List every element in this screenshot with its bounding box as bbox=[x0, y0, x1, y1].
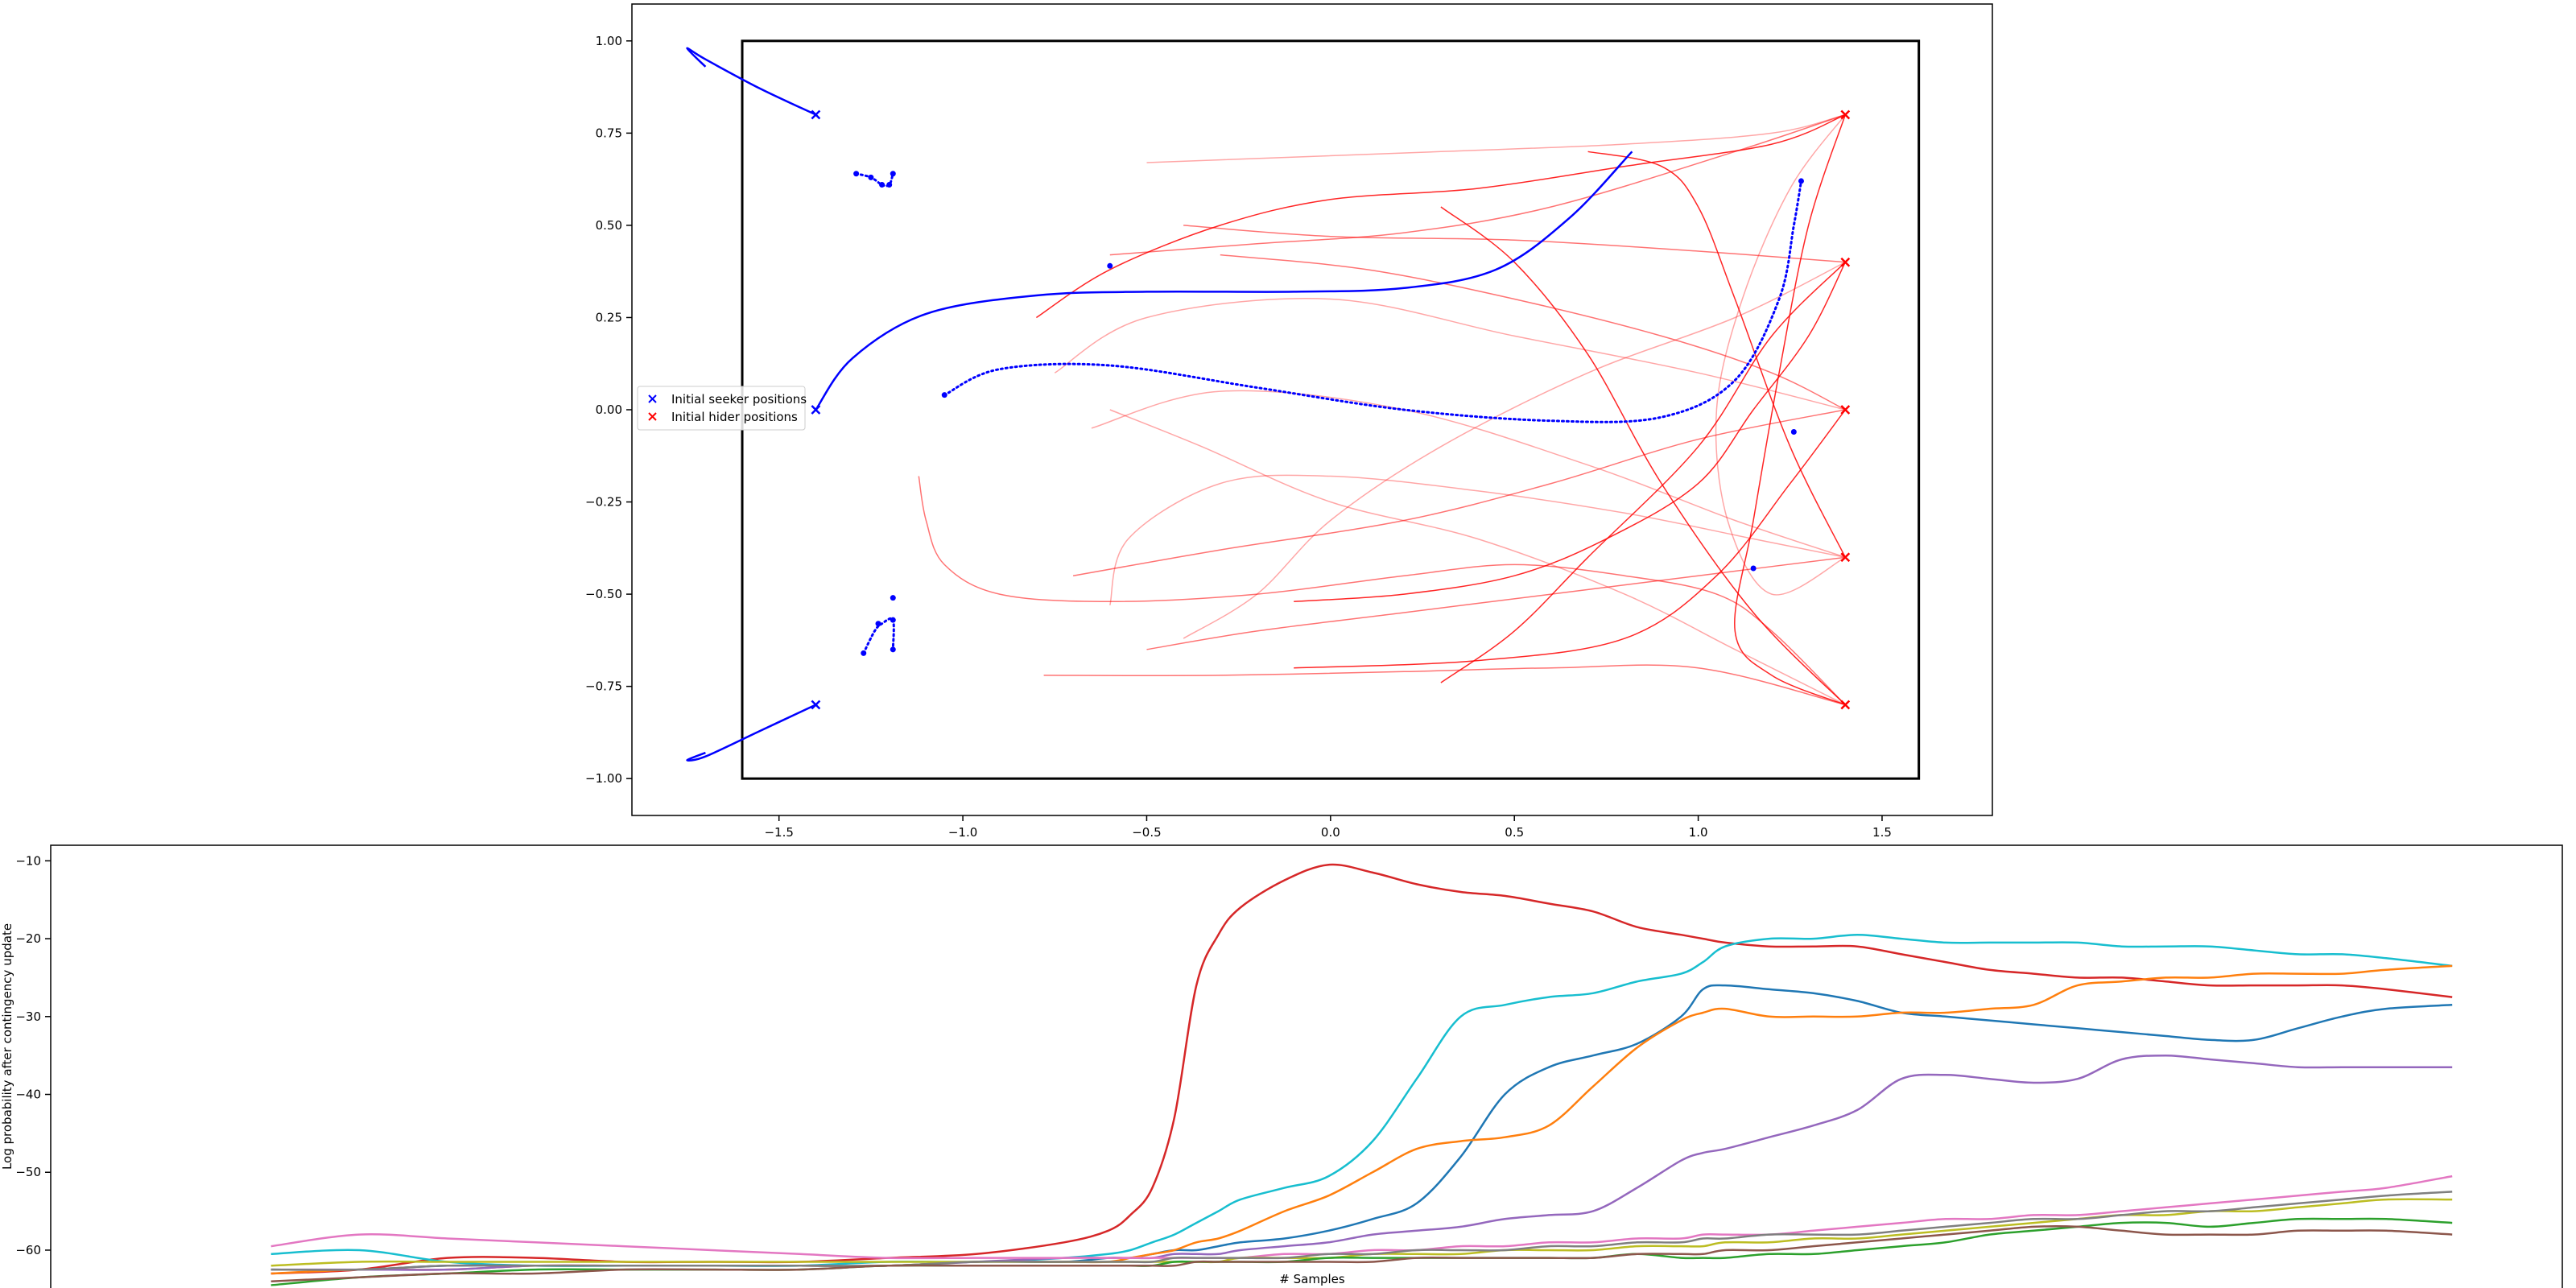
hider-path bbox=[1091, 390, 1846, 559]
hider-start-marker bbox=[1840, 257, 1851, 267]
seeker-waypoint bbox=[890, 171, 896, 177]
x-tick-label: 0.0 bbox=[1321, 825, 1340, 840]
hider-path bbox=[1072, 409, 1846, 576]
hider-start-marker bbox=[1840, 109, 1851, 120]
seeker-waypoint bbox=[1750, 565, 1757, 572]
hider-path bbox=[1109, 409, 1846, 706]
series-line bbox=[270, 1174, 2453, 1260]
y-tick-label: −60 bbox=[15, 1243, 41, 1257]
trajectory-plot: −1.5 −1.0 −0.5 0.0 0.5 1.0 1.5 1.00 0.75 0.50 0.2… bbox=[585, 3, 1993, 840]
y-tick-label: −0.50 bbox=[585, 587, 622, 601]
hider-path bbox=[1109, 114, 1846, 256]
hider-path bbox=[1715, 114, 1846, 596]
hider-path bbox=[1146, 556, 1846, 650]
legend-hider-marker bbox=[648, 412, 657, 421]
seeker-start-marker bbox=[811, 109, 821, 120]
hider-path bbox=[1054, 298, 1846, 411]
hider-start-marker bbox=[1840, 700, 1851, 710]
y-tick-label: −50 bbox=[15, 1165, 41, 1179]
seeker-waypoint bbox=[868, 174, 874, 180]
seeker-waypoint bbox=[1798, 178, 1804, 184]
hider-start-marker bbox=[1840, 405, 1851, 415]
hider-path bbox=[1294, 262, 1846, 603]
seeker-waypoint bbox=[1107, 262, 1113, 269]
seeker-paths bbox=[686, 47, 1802, 762]
y-tick-label: −0.25 bbox=[585, 495, 622, 510]
y-tick-label: −30 bbox=[15, 1009, 41, 1024]
legend: Initial seeker positions Initial hider p… bbox=[637, 386, 807, 431]
legend-entry-seeker: Initial seeker positions bbox=[648, 392, 807, 407]
y-tick-label: −0.75 bbox=[585, 679, 622, 694]
x-tick-label: −0.5 bbox=[1132, 825, 1161, 840]
y-axis-label: Log probability after contingency update bbox=[0, 923, 14, 1170]
log-probability-y-axis: −10 −20 −30 −40 −50 −60 bbox=[15, 853, 51, 1257]
hider-path bbox=[1109, 474, 1846, 605]
seeker-waypoint bbox=[861, 650, 867, 656]
seeker-path bbox=[862, 617, 895, 654]
seeker-start-marker bbox=[811, 405, 821, 415]
seeker-waypoint bbox=[1790, 428, 1797, 435]
y-tick-label: 0.00 bbox=[596, 402, 622, 417]
y-tick-label: −20 bbox=[15, 931, 41, 946]
seeker-waypoint bbox=[941, 392, 947, 398]
hider-start-marker bbox=[1840, 552, 1851, 563]
seeker-start-marker bbox=[811, 700, 821, 710]
hider-path bbox=[1294, 409, 1846, 669]
seeker-waypoint bbox=[879, 182, 886, 188]
hider-paths bbox=[918, 114, 1847, 706]
seeker-waypoint bbox=[890, 617, 896, 623]
hider-path bbox=[1043, 664, 1846, 706]
x-tick-label: 1.5 bbox=[1872, 825, 1892, 840]
hider-path bbox=[1734, 114, 1847, 706]
y-tick-label: −10 bbox=[15, 853, 41, 868]
series-line bbox=[270, 1225, 2453, 1282]
hider-path bbox=[1183, 262, 1846, 639]
seeker-waypoint bbox=[890, 646, 896, 653]
y-tick-label: 0.75 bbox=[596, 126, 622, 140]
trajectory-y-axis: 1.00 0.75 0.50 0.25 0.00 −0.25 −0.50 −0.75 −1.00 bbox=[585, 34, 632, 786]
x-tick-label: 0.5 bbox=[1505, 825, 1524, 840]
seeker-waypoint bbox=[853, 171, 860, 177]
series-line bbox=[270, 1191, 2453, 1271]
seeker-path bbox=[815, 151, 1633, 411]
legend-entry-hider: Initial hider positions bbox=[648, 410, 798, 424]
x-axis-label: # Samples bbox=[1279, 1272, 1345, 1286]
x-tick-label: 1.0 bbox=[1689, 825, 1708, 840]
hider-path bbox=[1220, 254, 1846, 411]
y-tick-label: 1.00 bbox=[596, 34, 622, 48]
log-probability-series bbox=[270, 863, 2453, 1286]
x-tick-label: −1.0 bbox=[948, 825, 977, 840]
hider-path bbox=[1183, 225, 1846, 263]
hider-path bbox=[1146, 114, 1846, 163]
log-probability-plot: 020406080100 −10−20−30−40−50−60 # Sample… bbox=[0, 844, 2563, 1288]
seeker-waypoint bbox=[875, 621, 881, 627]
start-position-markers bbox=[811, 109, 1851, 710]
log-probability-plot-frame bbox=[50, 844, 2563, 1288]
y-tick-label: 0.25 bbox=[596, 310, 622, 324]
legend-hider-label: Initial hider positions bbox=[671, 410, 798, 424]
legend-box bbox=[637, 386, 806, 431]
y-tick-label: 0.50 bbox=[596, 218, 622, 233]
legend-seeker-marker bbox=[648, 394, 657, 403]
seeker-waypoints bbox=[853, 171, 1804, 656]
x-tick-label: −1.5 bbox=[764, 825, 793, 840]
y-tick-label: −40 bbox=[15, 1088, 41, 1102]
seeker-path bbox=[686, 47, 816, 116]
y-tick-label: −1.00 bbox=[585, 771, 622, 786]
hider-path bbox=[1587, 151, 1846, 558]
trajectory-x-axis: −1.5 −1.0 −0.5 0.0 0.5 1.0 1.5 bbox=[764, 815, 1892, 840]
seeker-path bbox=[943, 180, 1802, 423]
seeker-waypoint bbox=[886, 182, 893, 188]
hider-path bbox=[1440, 262, 1846, 683]
legend-seeker-label: Initial seeker positions bbox=[671, 392, 807, 407]
seeker-path bbox=[686, 704, 816, 762]
seeker-waypoint bbox=[890, 595, 896, 601]
hider-path bbox=[918, 476, 1846, 706]
